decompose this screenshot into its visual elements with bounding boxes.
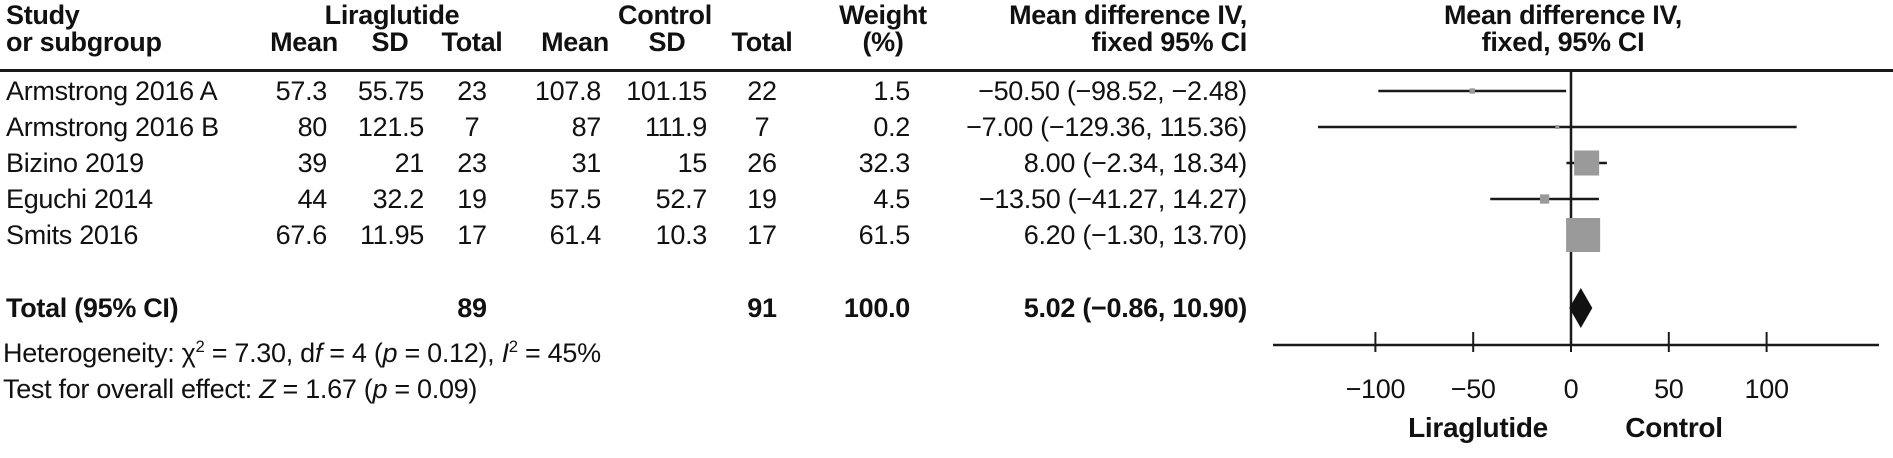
subheader-mean-1: Mean (270, 27, 338, 57)
study-label: Bizino 2019 (6, 148, 144, 178)
weight-cell: 100.0 (843, 293, 910, 323)
total1-cell: 19 (457, 184, 487, 214)
ci-column-header-line1: Mean difference IV, (1009, 0, 1247, 30)
ci_text-cell: 8.00 (−2.34, 18.34) (1023, 148, 1248, 178)
sd2-cell: 52.7 (655, 184, 708, 214)
mean2-cell: 107.8 (534, 76, 601, 106)
sd2-cell: 15 (677, 148, 708, 178)
total1-cell: 7 (464, 112, 480, 142)
ci_text-cell: 6.20 (−1.30, 13.70) (1023, 220, 1248, 250)
axis-tick-label: 0 (1564, 374, 1579, 404)
axis-tick-label: 100 (1745, 374, 1789, 404)
effect-marker (1555, 125, 1560, 129)
total2-cell: 17 (747, 220, 777, 250)
overall-effect-text: Test for overall effect: Z = 1.67 (p = 0… (3, 374, 478, 404)
total2-cell: 26 (747, 148, 777, 178)
total2-cell: 91 (747, 293, 777, 323)
total2-cell: 7 (754, 112, 770, 142)
pooled-effect-diamond (1569, 288, 1593, 328)
study-label: Armstrong 2016 B (6, 112, 219, 142)
mean1-cell: 57.3 (275, 76, 328, 106)
effect-marker (1574, 150, 1600, 176)
mean1-cell: 39 (297, 148, 328, 178)
axis-tick-label: −50 (1451, 374, 1496, 404)
group-header-control: Control (618, 0, 712, 30)
effect-marker (1566, 218, 1601, 252)
total2-cell: 22 (747, 76, 777, 106)
weight-cell: 0.2 (873, 112, 910, 142)
sd1-cell: 55.75 (357, 76, 424, 106)
ci_text-cell: −50.50 (−98.52, −2.48) (978, 76, 1247, 106)
subheader-total-1: Total (441, 27, 503, 57)
sd1-cell: 32.2 (372, 184, 425, 214)
study-label: Eguchi 2014 (6, 184, 153, 214)
study-label: Total (95% CI) (6, 293, 179, 323)
ci-column-header-line2: fixed 95% CI (1091, 27, 1248, 57)
ci_text-cell: −13.50 (−41.27, 14.27) (978, 184, 1247, 214)
mean2-cell: 31 (571, 148, 602, 178)
sd1-cell: 121.5 (357, 112, 424, 142)
ci_text-cell: 5.02 (−0.86, 10.90) (1023, 293, 1248, 323)
total1-cell: 89 (457, 293, 487, 323)
sd2-cell: 10.3 (655, 220, 708, 250)
axis-tick-label: −100 (1346, 374, 1406, 404)
axis-tick-label: 50 (1654, 374, 1683, 404)
subheader-total-2: Total (731, 27, 793, 57)
sd1-cell: 11.95 (359, 220, 424, 250)
mean1-cell: 44 (297, 184, 328, 214)
weight-header-line1: Weight (839, 0, 927, 30)
total1-cell: 23 (457, 148, 487, 178)
effect-marker (1469, 88, 1475, 94)
ci_text-cell: −7.00 (−129.36, 115.36) (966, 112, 1247, 142)
study-label: Smits 2016 (6, 220, 139, 250)
plot-header-line1: Mean difference IV, (1444, 0, 1682, 30)
weight-cell: 32.3 (858, 148, 911, 178)
mean2-cell: 57.5 (549, 184, 602, 214)
plot-header-line2: fixed, 95% CI (1481, 27, 1645, 57)
study-column-header-line2: or subgroup (6, 27, 162, 57)
weight-cell: 61.5 (858, 220, 911, 250)
sd2-cell: 101.15 (626, 76, 707, 106)
effect-marker (1539, 194, 1550, 204)
subheader-mean-2: Mean (541, 27, 609, 57)
mean2-cell: 87 (571, 112, 602, 142)
mean1-cell: 80 (297, 112, 328, 142)
group-header-liraglutide: Liraglutide (324, 0, 460, 30)
subheader-sd-2: SD (648, 27, 686, 57)
total1-cell: 17 (457, 220, 487, 250)
study-label: Armstrong 2016 A (6, 76, 218, 106)
weight-header-line2: (%) (862, 27, 904, 57)
total2-cell: 19 (747, 184, 777, 214)
mean2-cell: 61.4 (549, 220, 602, 250)
sd1-cell: 21 (394, 148, 425, 178)
header-divider-rule (0, 69, 1893, 72)
weight-cell: 4.5 (873, 184, 910, 214)
xlabel-control: Control (1625, 412, 1722, 443)
xlabel-liraglutide: Liraglutide (1408, 412, 1548, 443)
subheader-sd-1: SD (371, 27, 409, 57)
mean1-cell: 67.6 (275, 220, 328, 250)
total1-cell: 23 (457, 76, 487, 106)
sd2-cell: 111.9 (644, 112, 707, 142)
study-column-header-line1: Study (6, 0, 80, 30)
weight-cell: 1.5 (873, 76, 910, 106)
heterogeneity-text: Heterogeneity: χ2 = 7.30, df = 4 (p = 0.… (3, 337, 601, 368)
